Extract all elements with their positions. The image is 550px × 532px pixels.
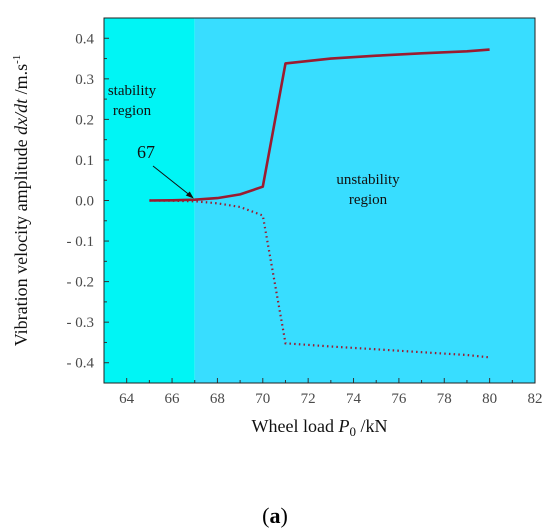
x-tick-label: 76 xyxy=(391,391,407,407)
region-label-line2: region xyxy=(349,192,388,208)
region-label-line1: unstability xyxy=(336,172,400,188)
x-tick-label: 80 xyxy=(482,391,497,407)
x-tick-label: 68 xyxy=(210,391,225,407)
x-tick-label: 70 xyxy=(255,391,270,407)
region-label-line2: region xyxy=(113,103,152,119)
series-layer xyxy=(149,48,490,359)
annotation: 67 xyxy=(137,142,194,199)
x-tick-label: 66 xyxy=(165,391,181,407)
plot-frame xyxy=(103,17,536,384)
y-tick-label: 0.3 xyxy=(75,72,94,88)
region-labels: stability region unstability region xyxy=(108,83,400,208)
region-label-line1: stability xyxy=(108,83,157,99)
annotation-label: 67 xyxy=(137,142,155,162)
annotation-arrow-head xyxy=(185,191,194,199)
y-tick-label: - 0.4 xyxy=(67,356,95,372)
y-axis-label: Vibration velocity amplitude dx/dt /m.s-… xyxy=(11,55,31,347)
y-tick-label: - 0.1 xyxy=(67,234,95,250)
region-band-2 xyxy=(194,18,535,383)
regions-layer xyxy=(104,18,535,383)
y-tick-label: 0.4 xyxy=(75,31,94,47)
y-tick-label: - 0.2 xyxy=(67,275,95,291)
x-axis-label: Wheel load P0 /kN xyxy=(252,416,388,439)
y-tick-labels: 0.4 0.3 0.2 0.1 0.0 - 0.1 - 0.2 - 0.3 - 0.4 xyxy=(67,31,95,371)
x-tick-label: 64 xyxy=(119,391,135,407)
y-tick-label: 0.2 xyxy=(75,112,94,128)
x-tick-label: 74 xyxy=(346,391,362,407)
y-tick-label: - 0.3 xyxy=(67,315,95,331)
figure-caption: (a) xyxy=(262,503,288,528)
series-line-upper xyxy=(149,48,490,202)
x-tick-label: 72 xyxy=(301,391,316,407)
y-tick-label: 0.0 xyxy=(75,194,94,210)
x-tick-labels: 64 66 68 70 72 74 76 78 80 82 xyxy=(119,391,542,407)
x-tick-label: 78 xyxy=(437,391,452,407)
tick-marks xyxy=(103,37,536,383)
y-tick-label: 0.1 xyxy=(75,153,94,169)
x-tick-label: 82 xyxy=(528,391,543,407)
annotation-arrow-line xyxy=(152,165,194,198)
